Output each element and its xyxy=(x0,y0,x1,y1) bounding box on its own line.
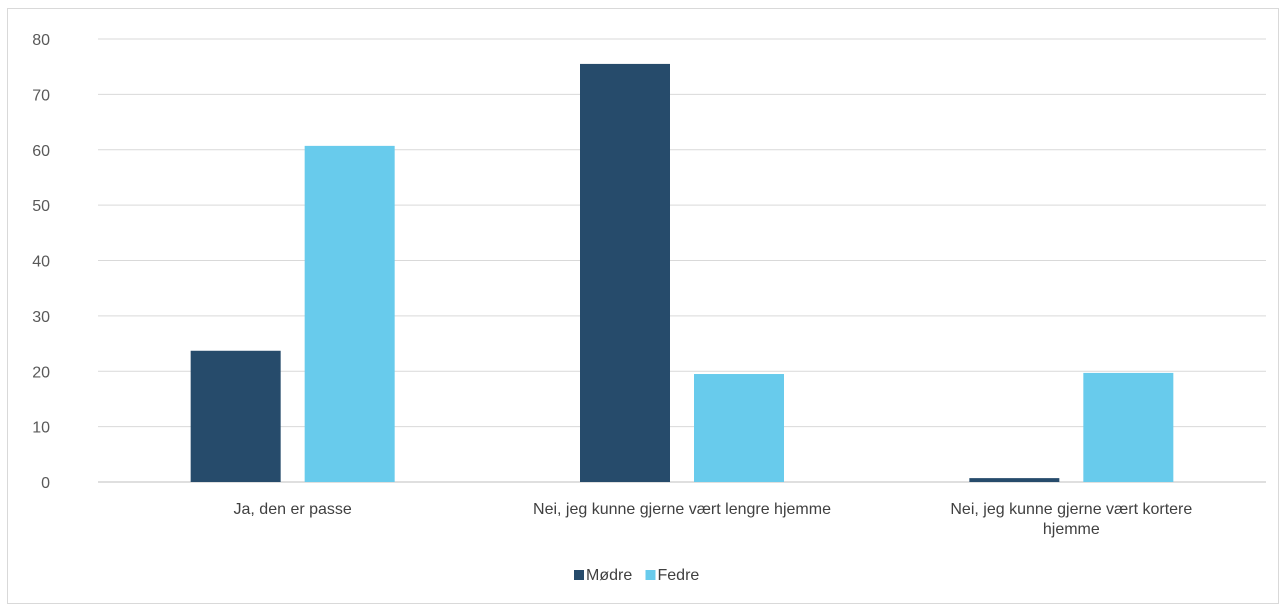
x-category-label-line: Ja, den er passe xyxy=(234,501,352,518)
x-category-label: Nei, jeg kunne gjerne vært lengre hjemme xyxy=(533,501,831,518)
y-tick-label: 40 xyxy=(32,254,50,271)
legend-swatch xyxy=(574,570,584,580)
y-tick-label: 0 xyxy=(41,475,50,492)
bar xyxy=(580,63,670,482)
y-axis-ticks: 0 10 20 30 40 50 60 70 80 xyxy=(32,32,50,492)
bar xyxy=(694,374,784,482)
x-category-label: Ja, den er passe xyxy=(234,501,352,518)
bar xyxy=(190,350,281,482)
legend: Mødre Fedre xyxy=(574,567,699,584)
y-tick-label: 10 xyxy=(32,420,50,437)
legend-swatch xyxy=(645,570,656,580)
y-tick-label: 60 xyxy=(32,143,50,160)
y-tick-label: 50 xyxy=(32,198,50,215)
x-category-label-line: Nei, jeg kunne gjerne vært lengre hjemme xyxy=(533,501,831,518)
x-category-label: Nei, jeg kunne gjerne vært kortere hjemme xyxy=(950,501,1192,538)
y-tick-label: 80 xyxy=(32,32,50,49)
gridlines xyxy=(98,38,1266,483)
bar xyxy=(1083,372,1174,482)
bar xyxy=(304,145,395,482)
y-tick-label: 30 xyxy=(32,309,50,326)
legend-label: Fedre xyxy=(658,567,700,584)
legend-label: Mødre xyxy=(586,567,632,584)
bar xyxy=(969,478,1060,482)
x-category-label-line: Nei, jeg kunne gjerne vært kortere xyxy=(950,501,1192,518)
bars xyxy=(190,63,1174,482)
x-category-label-line: hjemme xyxy=(1043,521,1100,538)
y-tick-label: 20 xyxy=(32,364,50,381)
y-tick-label: 70 xyxy=(32,87,50,104)
x-axis-labels: Ja, den er passe Nei, jeg kunne gjerne væ… xyxy=(234,501,1193,538)
